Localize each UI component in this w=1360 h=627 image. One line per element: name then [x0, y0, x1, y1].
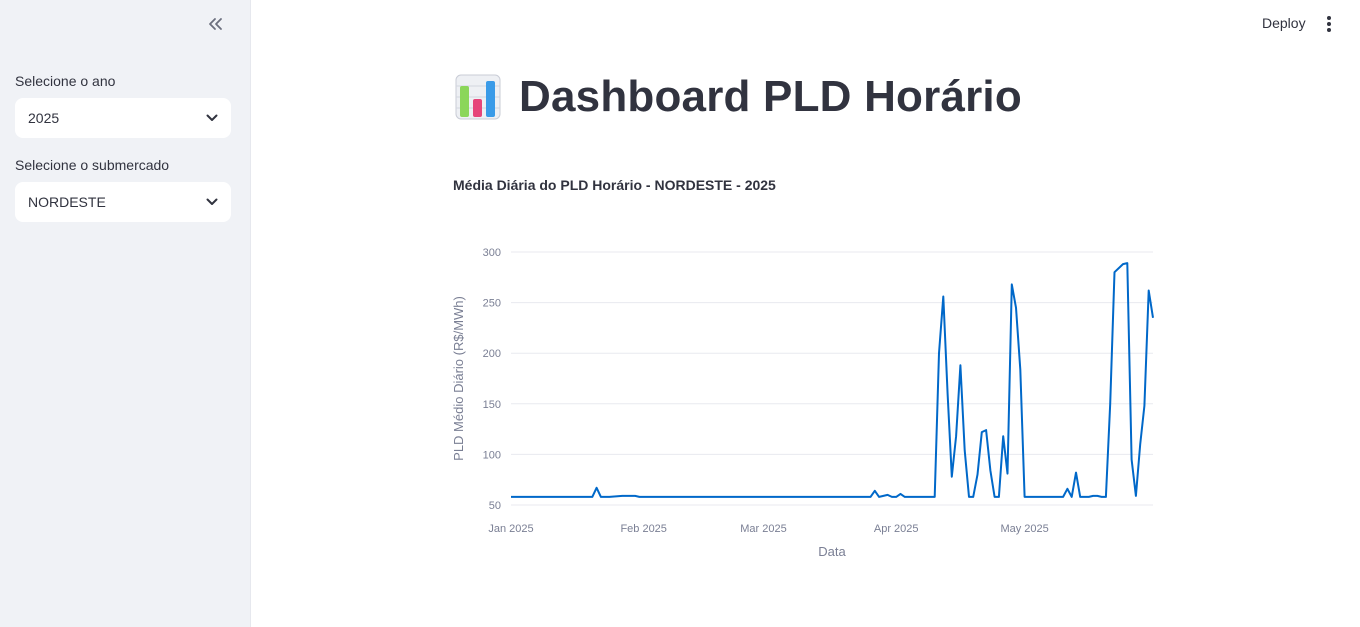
y-tick-label: 300 — [483, 247, 501, 259]
x-tick-label: Mar 2025 — [740, 523, 786, 535]
collapse-sidebar-button[interactable] — [203, 12, 227, 36]
sidebar: Selecione o ano 2025 Selecione o submerc… — [0, 0, 251, 627]
year-select-value: 2025 — [28, 110, 60, 126]
y-tick-label: 250 — [483, 298, 501, 310]
double-chevron-left-icon — [209, 18, 222, 30]
y-tick-label: 150 — [483, 399, 501, 411]
page-title: Dashboard PLD Horário — [455, 72, 1022, 122]
y-tick-label: 200 — [483, 348, 501, 360]
x-tick-label: Apr 2025 — [874, 523, 919, 535]
y-tick-label: 50 — [489, 500, 501, 512]
y-tick-label: 100 — [483, 449, 501, 461]
year-select[interactable]: 2025 — [15, 98, 231, 138]
line-chart: 50 100 150 200 250 300 Jan 2025 Feb 2025 Mar 20… — [451, 247, 1154, 559]
main-menu-button[interactable] — [1320, 13, 1338, 35]
y-axis-title: PLD Médio Diário (R$/MWh) — [451, 296, 466, 461]
x-tick-label: May 2025 — [1000, 523, 1048, 535]
submarket-select-value: NORDESTE — [28, 194, 106, 210]
chart-title: Média Diária do PLD Horário - NORDESTE -… — [453, 177, 776, 193]
bar-chart-icon — [455, 74, 501, 120]
chevron-down-icon — [206, 114, 218, 121]
page-title-text: Dashboard PLD Horário — [519, 72, 1022, 121]
x-tick-label: Feb 2025 — [620, 523, 666, 535]
submarket-select[interactable]: NORDESTE — [15, 182, 231, 222]
vertical-ellipsis-icon — [1327, 16, 1331, 20]
year-select-label: Selecione o ano — [15, 73, 116, 89]
x-tick-label: Jan 2025 — [488, 523, 533, 535]
series-line — [511, 262, 1154, 498]
deploy-button[interactable]: Deploy — [1262, 15, 1306, 31]
x-axis-title: Data — [818, 544, 846, 559]
chevron-down-icon — [206, 198, 218, 205]
submarket-select-label: Selecione o submercado — [15, 157, 170, 173]
